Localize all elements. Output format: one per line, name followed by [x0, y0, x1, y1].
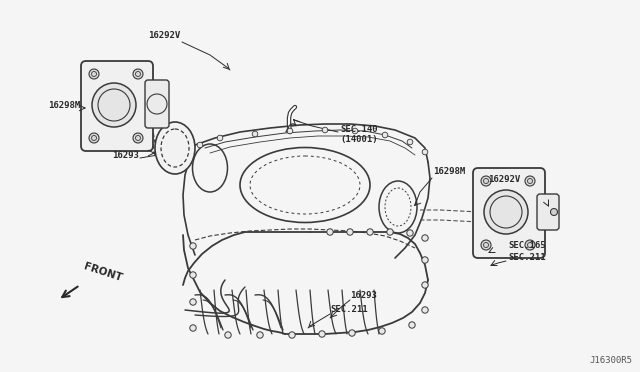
Circle shape: [387, 229, 393, 235]
Circle shape: [190, 243, 196, 249]
Text: 16293: 16293: [350, 291, 377, 300]
Circle shape: [133, 69, 143, 79]
Circle shape: [407, 139, 413, 145]
Text: SEC.140: SEC.140: [340, 125, 378, 134]
Circle shape: [133, 133, 143, 143]
Circle shape: [422, 257, 428, 263]
Circle shape: [352, 128, 358, 134]
Circle shape: [92, 83, 136, 127]
FancyBboxPatch shape: [145, 80, 169, 128]
Circle shape: [327, 229, 333, 235]
Circle shape: [481, 240, 491, 250]
Circle shape: [407, 230, 413, 236]
Circle shape: [217, 135, 223, 141]
Circle shape: [289, 332, 295, 338]
Circle shape: [287, 128, 293, 134]
Circle shape: [484, 190, 528, 234]
Text: 16292V: 16292V: [488, 175, 520, 184]
Circle shape: [382, 132, 388, 138]
Circle shape: [89, 69, 99, 79]
Circle shape: [367, 229, 373, 235]
Circle shape: [347, 229, 353, 235]
Text: 16298M: 16298M: [48, 101, 80, 110]
Text: J16300R5: J16300R5: [589, 356, 632, 365]
FancyBboxPatch shape: [473, 168, 545, 258]
Text: 16293: 16293: [112, 151, 139, 160]
Circle shape: [349, 330, 355, 336]
Ellipse shape: [155, 122, 195, 174]
Circle shape: [225, 332, 231, 338]
Circle shape: [422, 282, 428, 288]
Circle shape: [409, 322, 415, 328]
Text: (14001): (14001): [340, 135, 378, 144]
Circle shape: [190, 325, 196, 331]
Circle shape: [550, 208, 557, 215]
Text: SEC.211: SEC.211: [508, 253, 546, 262]
Circle shape: [525, 176, 535, 186]
Circle shape: [422, 149, 428, 155]
Text: 16298M: 16298M: [433, 167, 465, 176]
Circle shape: [89, 133, 99, 143]
FancyBboxPatch shape: [81, 61, 153, 151]
Circle shape: [257, 332, 263, 338]
Text: SEC.211: SEC.211: [330, 305, 367, 314]
Text: FRONT: FRONT: [82, 261, 123, 283]
FancyBboxPatch shape: [537, 194, 559, 230]
Circle shape: [252, 131, 258, 137]
Circle shape: [319, 331, 325, 337]
Circle shape: [190, 272, 196, 278]
Circle shape: [422, 307, 428, 313]
Circle shape: [481, 176, 491, 186]
Text: 16292V: 16292V: [148, 31, 180, 40]
Circle shape: [422, 235, 428, 241]
Circle shape: [525, 240, 535, 250]
Circle shape: [322, 127, 328, 133]
Circle shape: [197, 142, 203, 148]
Circle shape: [190, 299, 196, 305]
Text: SEC.165: SEC.165: [508, 241, 546, 250]
Circle shape: [379, 328, 385, 334]
